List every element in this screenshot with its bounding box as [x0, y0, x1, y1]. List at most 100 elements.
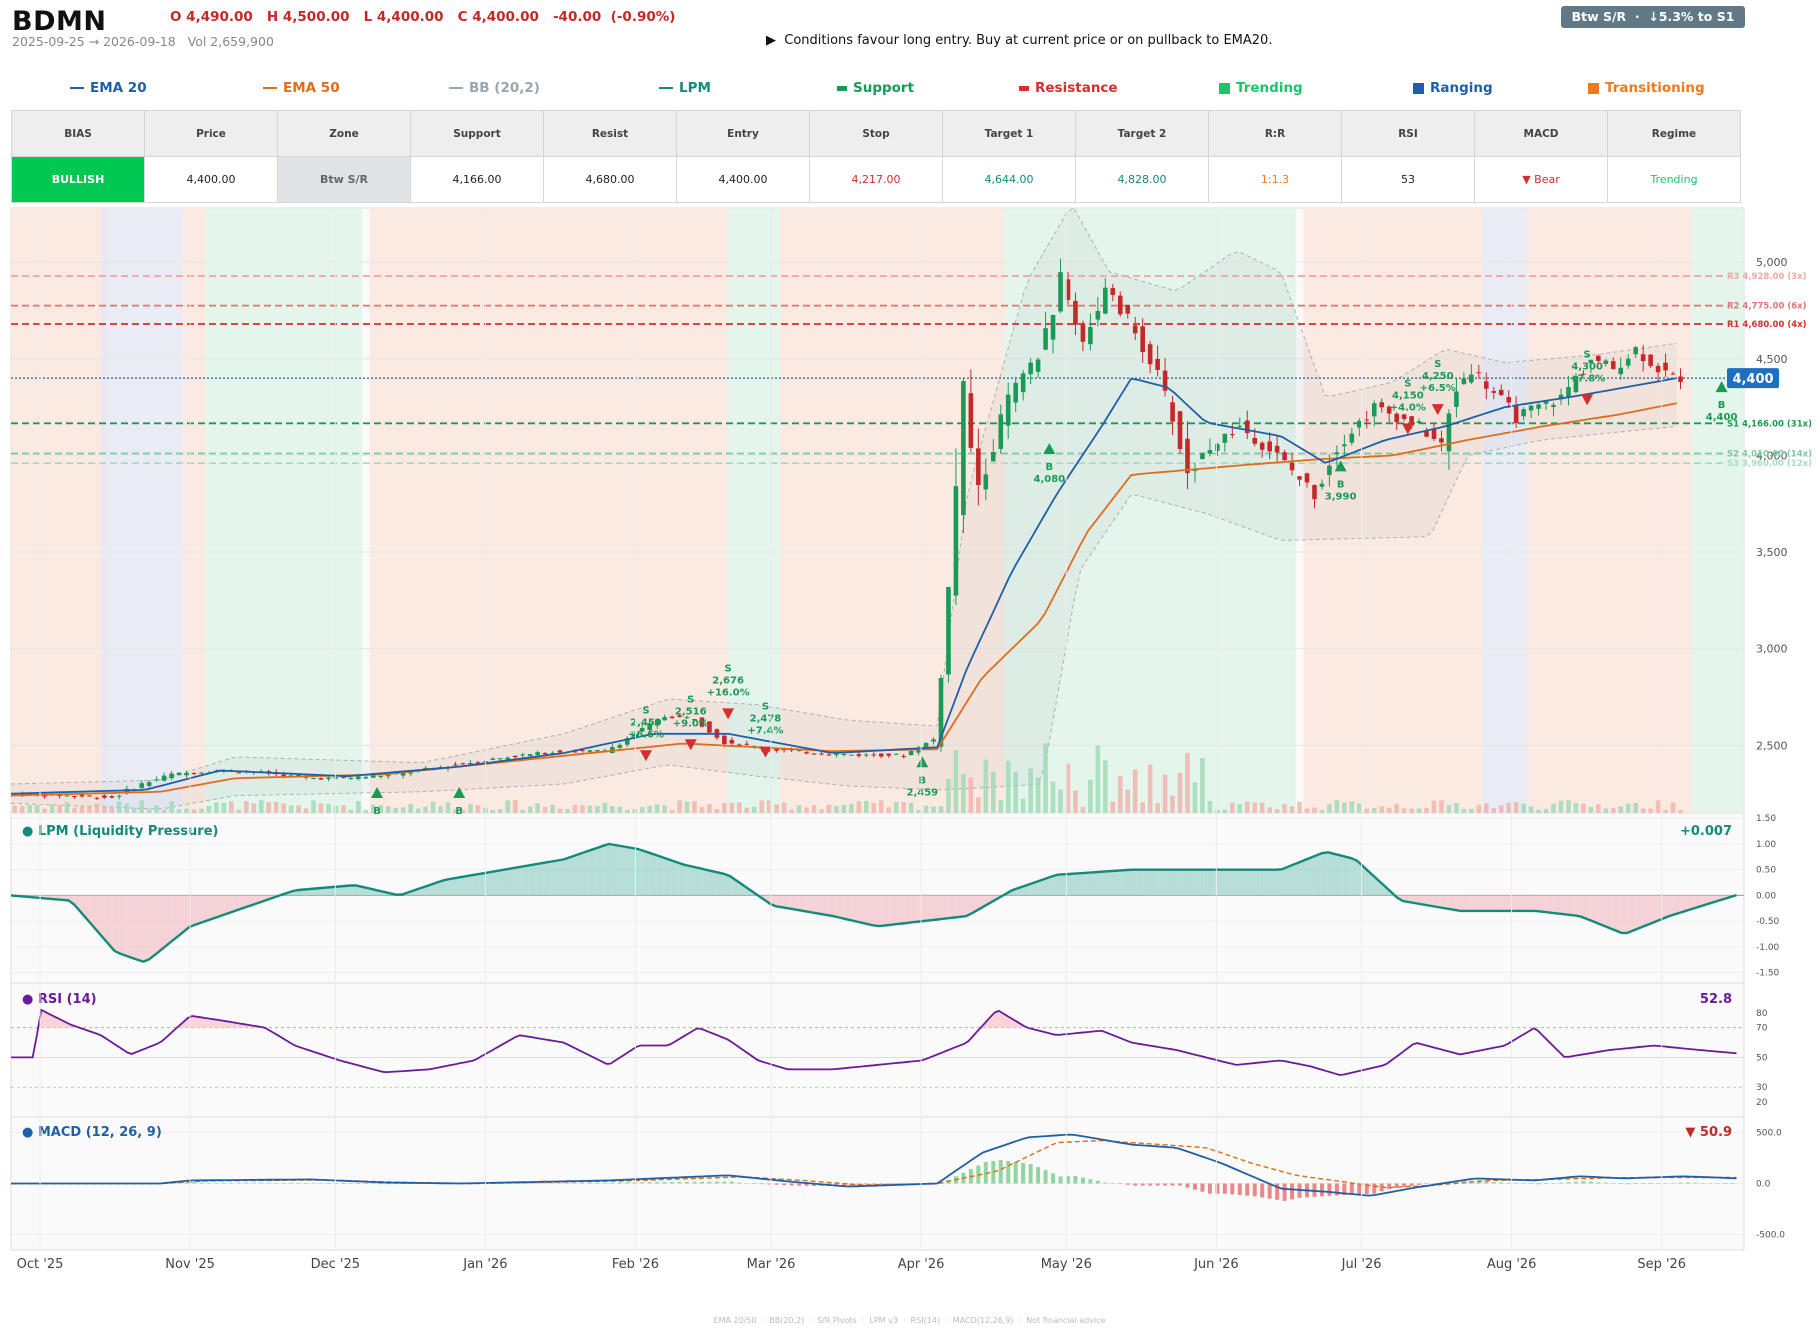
lpm-area-segment	[611, 844, 615, 896]
candle	[1469, 364, 1474, 385]
lpm-area-segment	[1706, 895, 1711, 905]
candle	[1371, 400, 1377, 427]
lpm-area-segment	[1642, 895, 1647, 927]
x-tick-label: Dec '25	[311, 1257, 360, 1272]
volume-bar	[154, 805, 159, 813]
volume-bar	[1177, 772, 1183, 813]
lpm-area-segment	[1383, 885, 1388, 896]
candle	[326, 776, 331, 782]
volume-bar	[1334, 800, 1340, 813]
candle	[542, 752, 548, 755]
lpm-area-segment	[975, 895, 979, 912]
candle-body	[901, 756, 906, 758]
candle-body	[1065, 279, 1071, 300]
x-tick-label: Jul '26	[1341, 1257, 1382, 1272]
candle-body	[1536, 404, 1541, 409]
candle-body	[199, 772, 204, 774]
macd-tick-label: 0.0	[1756, 1180, 1771, 1190]
lpm-area-segment	[1620, 895, 1624, 934]
volume-bar	[946, 779, 951, 813]
lpm-area-segment	[952, 895, 957, 918]
lpm-area-segment	[652, 853, 657, 896]
volume-bar	[1207, 800, 1213, 813]
volume-bar	[1379, 806, 1385, 813]
candle-body	[42, 795, 47, 797]
candle-body	[654, 719, 660, 726]
rsi-overbought-fill	[232, 1022, 237, 1028]
regime-band-transitioning	[780, 208, 1005, 813]
volume-bar	[124, 803, 130, 813]
macd-histogram-bar	[1200, 1183, 1205, 1192]
legend-label: Transitioning	[1605, 80, 1705, 96]
volume-bar	[1274, 809, 1280, 813]
volume-bar	[1521, 803, 1526, 813]
lpm-area-segment	[1443, 895, 1448, 909]
lpm-area-segment	[787, 895, 792, 909]
candle-body	[893, 753, 899, 755]
lpm-area-segment	[1691, 895, 1696, 910]
candle-body	[281, 774, 286, 777]
signal-message: ▶ Conditions favour long entry. Buy at c…	[766, 33, 1273, 48]
lpm-area-segment	[682, 864, 687, 896]
lpm-area-segment	[1038, 879, 1043, 896]
candle	[1573, 372, 1579, 394]
candle-body	[475, 762, 481, 764]
lpm-area-segment	[479, 873, 484, 896]
volume-bar	[1386, 807, 1392, 813]
macd-histogram-bar	[1342, 1183, 1347, 1196]
rsi-overbought-fill	[48, 1013, 53, 1028]
candle	[1618, 357, 1624, 380]
candle	[378, 775, 384, 779]
volume-bar	[1618, 806, 1624, 813]
volume-bar	[1349, 801, 1355, 813]
lpm-area-segment	[667, 859, 672, 896]
lpm-area-segment	[1526, 895, 1531, 911]
volume-bar	[834, 805, 839, 813]
lpm-area-segment	[1342, 856, 1347, 896]
lpm-area-segment	[506, 868, 510, 896]
candle-body	[916, 748, 921, 753]
lpm-area-segment	[119, 895, 124, 955]
stat-header-entry: Entry	[676, 110, 810, 157]
volume-bar	[1117, 775, 1123, 813]
volume-bar	[296, 805, 301, 813]
price-tick-label: 4,500	[1756, 353, 1788, 366]
macd-histogram-bar	[1700, 1182, 1705, 1184]
candle-body	[326, 777, 331, 780]
lpm-area-segment	[1222, 869, 1227, 896]
lpm-area-segment	[704, 869, 709, 896]
macd-histogram-bar	[1454, 1181, 1459, 1184]
volume-bar	[1005, 761, 1011, 813]
macd-histogram-bar	[804, 1183, 809, 1186]
lpm-area-segment	[1162, 869, 1167, 896]
macd-histogram-bar	[236, 1182, 241, 1184]
candle	[1357, 418, 1362, 437]
macd-histogram-bar	[199, 1182, 204, 1184]
volume-bar	[983, 759, 989, 813]
lpm-area-segment	[1027, 883, 1032, 896]
lpm-area-segment	[960, 895, 964, 917]
sell-marker-icon	[1581, 394, 1594, 406]
chart-legend: EMA 20 EMA 50 BB (20,2) LPM Support Resistanc…	[0, 80, 1819, 100]
candle	[1080, 320, 1086, 352]
volume-bar	[639, 806, 645, 813]
legend-item-lpm: LPM	[659, 80, 711, 96]
lpm-area-segment	[963, 895, 968, 917]
lpm-area-segment	[558, 859, 563, 896]
macd-histogram-bar	[1118, 1183, 1123, 1185]
lpm-area-segment	[1421, 895, 1426, 905]
candle	[1476, 364, 1482, 379]
lpm-area-segment	[1316, 853, 1321, 896]
volume-bar	[505, 800, 511, 813]
macd-histogram-bar	[1275, 1183, 1280, 1200]
macd-tick-label: 500.0	[1756, 1128, 1782, 1138]
lpm-area-segment	[1578, 895, 1583, 918]
candle	[692, 719, 697, 722]
volume-bar	[1058, 789, 1063, 813]
lpm-area-segment	[607, 844, 612, 896]
macd-histogram-bar	[348, 1183, 353, 1184]
price-tick-label: 4,000	[1756, 449, 1788, 462]
lpm-area-segment	[1684, 895, 1688, 912]
rsi-overbought-fill	[1001, 1012, 1006, 1028]
